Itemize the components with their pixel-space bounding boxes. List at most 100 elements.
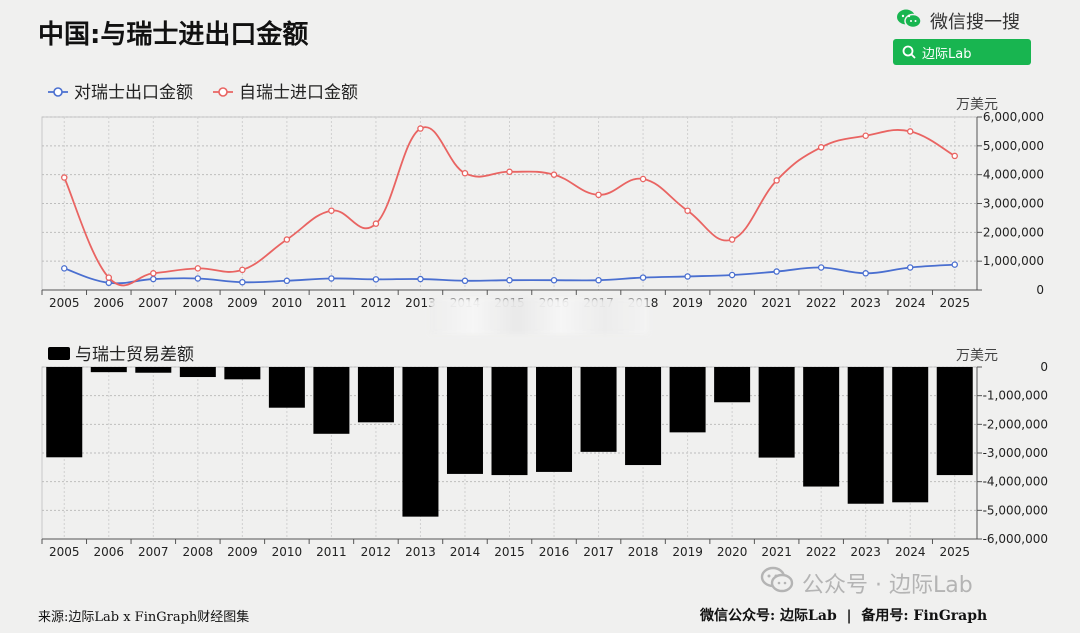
bar	[313, 367, 350, 434]
search-box[interactable]: 边际Lab	[893, 39, 1031, 65]
data-point	[283, 277, 291, 285]
data-point	[862, 270, 869, 277]
wechat-search-label: 微信搜一搜	[930, 12, 1020, 33]
y-unit-label: 万美元	[956, 97, 998, 113]
legend-label: 与瑞士贸易差额	[75, 345, 194, 365]
x-tick-label: 2009	[227, 545, 258, 559]
bar	[536, 367, 573, 472]
search-icon	[902, 45, 916, 59]
data-point	[150, 275, 157, 283]
data-point	[372, 220, 380, 227]
x-tick-label: 2022	[806, 296, 837, 310]
wechat-icon	[896, 8, 922, 34]
x-tick-label: 2019	[672, 296, 703, 310]
data-point	[728, 236, 736, 243]
x-tick-label: 2024	[895, 296, 926, 310]
wechat-watermark-icon	[760, 566, 794, 600]
x-tick-label: 2012	[361, 545, 392, 559]
data-point	[639, 175, 647, 183]
x-tick-label: 2024	[895, 545, 926, 559]
data-point	[906, 128, 914, 135]
data-point	[817, 264, 825, 271]
legend-swatch	[48, 347, 70, 360]
data-point	[372, 276, 380, 283]
y-tick-label: 6,000,000	[983, 110, 1044, 124]
x-tick-label: 2011	[316, 296, 347, 310]
data-point	[194, 275, 202, 282]
bar	[90, 367, 127, 373]
x-tick-label: 2007	[138, 296, 169, 310]
bar	[46, 367, 83, 458]
y-tick-label: -4,000,000	[983, 475, 1048, 489]
y-tick-label: -5,000,000	[983, 503, 1048, 517]
bar	[491, 367, 528, 476]
legend-label: 自瑞士进口金额	[239, 83, 358, 103]
y-tick-label: -3,000,000	[983, 446, 1048, 460]
data-point	[773, 268, 780, 275]
x-tick-label: 2005	[49, 296, 80, 310]
data-point	[773, 177, 780, 184]
legend-marker	[53, 87, 63, 97]
bar	[268, 367, 305, 408]
data-point	[639, 274, 647, 281]
chart-canvas: 0 1,000,000 2,000,000 3,000,000 4,000,000 5,0…	[41, 83, 1048, 559]
x-tick-label: 2006	[94, 545, 125, 559]
watermark-text: 公众号 · 边际Lab	[802, 573, 973, 598]
x-tick-label: 2020	[717, 296, 748, 310]
data-point	[951, 152, 958, 160]
data-point	[506, 276, 513, 284]
data-point	[862, 132, 869, 139]
bar	[402, 367, 439, 517]
x-tick-label: 2021	[761, 545, 792, 559]
bar	[580, 367, 617, 452]
x-tick-label: 2023	[850, 545, 881, 559]
data-point	[239, 266, 246, 274]
x-tick-label: 2008	[183, 296, 214, 310]
data-point	[817, 144, 825, 151]
x-tick-label: 2014	[450, 545, 481, 559]
x-tick-label: 2009	[227, 296, 258, 310]
y-tick-label: -2,000,000	[983, 417, 1048, 431]
bar	[135, 367, 172, 373]
data-point	[951, 261, 958, 268]
x-tick-label: 2016	[539, 545, 570, 559]
x-tick-label: 2020	[717, 545, 748, 559]
y-tick-label: 0	[1036, 283, 1044, 297]
y-tick-label: 0	[1040, 360, 1048, 374]
data-point	[684, 273, 691, 280]
x-tick-label: 2013	[405, 296, 436, 310]
x-tick-label: 2021	[761, 296, 792, 310]
y-tick-label: 3,000,000	[983, 197, 1044, 211]
x-tick-label: 2022	[806, 545, 837, 559]
account-note: 微信公众号: 边际Lab | 备用号: FinGraph	[700, 608, 988, 624]
x-tick-label: 2006	[94, 296, 125, 310]
bar	[179, 367, 216, 378]
data-point	[417, 275, 424, 283]
bar	[936, 367, 973, 476]
y-tick-label: 5,000,000	[983, 139, 1044, 153]
x-tick-label: 2010	[272, 296, 303, 310]
page-title: 中国:与瑞士进出口金额	[38, 20, 309, 50]
bar	[446, 367, 483, 474]
wechat-search-brand: 微信搜一搜	[896, 8, 1020, 34]
y-tick-label: 1,000,000	[983, 254, 1044, 268]
data-point	[105, 274, 113, 281]
data-point	[283, 236, 291, 243]
x-tick-label: 2025	[939, 545, 970, 559]
bar	[892, 367, 929, 503]
bar	[224, 367, 261, 380]
data-point	[328, 275, 335, 282]
bar	[847, 367, 884, 504]
y-tick-label: 4,000,000	[983, 168, 1044, 182]
x-tick-label: 2019	[672, 545, 703, 559]
data-point	[328, 207, 335, 214]
data-point	[194, 265, 202, 272]
data-point	[105, 279, 113, 287]
x-tick-label: 2018	[628, 545, 659, 559]
y-tick-label: -6,000,000	[983, 532, 1048, 546]
x-tick-label: 2007	[138, 545, 169, 559]
legend-marker	[218, 87, 228, 97]
data-point	[506, 168, 513, 176]
x-tick-label: 2005	[49, 545, 80, 559]
source-note: 来源:边际Lab x FinGraph财经图集	[38, 610, 250, 625]
